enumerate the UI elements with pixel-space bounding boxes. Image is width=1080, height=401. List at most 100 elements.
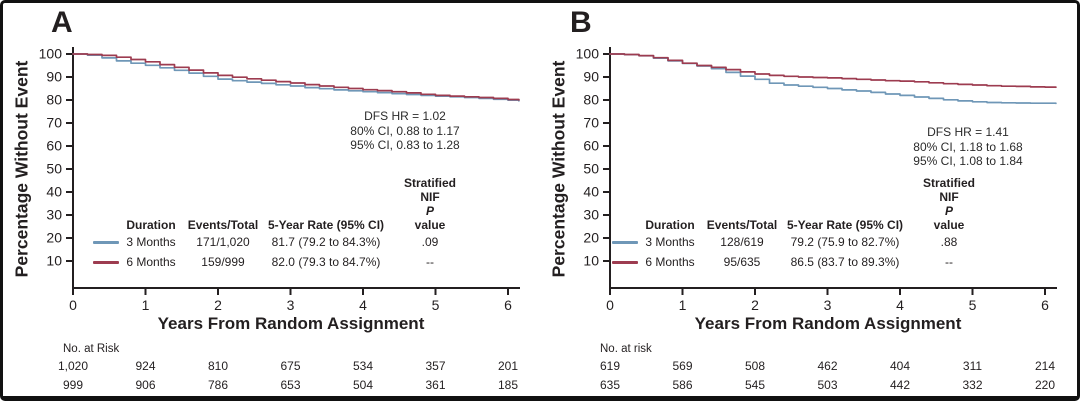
panel-letter: A — [51, 6, 74, 39]
panel-b-chart-svg: 10 20 30 40 50 60 70 80 90 100 0 1 2 3 4 5 6 — [576, 46, 1057, 313]
risk-count: 332 — [962, 377, 983, 392]
risk-count: 357 — [425, 359, 446, 373]
risk-count: 786 — [207, 377, 229, 392]
x-tick-label: 6 — [1041, 297, 1049, 313]
risk-count: 810 — [207, 359, 229, 373]
events-total-header: Events/Total — [187, 218, 259, 232]
annotation-line-1: DFS HR = 1.02 — [364, 109, 446, 123]
hr-annotation: DFS HR = 1.02 80% CI, 0.88 to 1.17 95% C… — [285, 109, 525, 153]
risk-count: 462 — [817, 359, 838, 373]
outcome-table: Duration Events/Total 5-Year Rate (95% C… — [610, 176, 992, 272]
y-tick-label: 100 — [39, 46, 63, 62]
risk-count: 508 — [744, 359, 766, 373]
y-tick-label: 70 — [583, 115, 599, 131]
events-total-cell: 159/999 — [201, 255, 245, 269]
x-tick-label: 1 — [142, 297, 150, 313]
y-tick-label: 50 — [46, 161, 62, 177]
risk-count: 619 — [599, 359, 621, 373]
y-axis-title: Percentage Without Event — [11, 60, 32, 278]
risk-count: 906 — [135, 377, 156, 392]
risk-count: 185 — [497, 377, 519, 392]
annotation-line-1: DFS HR = 1.41 — [927, 125, 1009, 139]
rate-cell: 82.0 (79.3 to 84.7%) — [271, 255, 381, 269]
duration-cell: 6 Months — [645, 255, 695, 269]
y-tick-label: 20 — [46, 230, 62, 246]
outcome-table-row: 6 Months 159/999 82.0 (79.3 to 84.7%) -- — [91, 252, 473, 272]
x-tick-label: 3 — [824, 297, 832, 313]
events-total-header: Events/Total — [706, 218, 778, 232]
risk-table-title: No. at risk — [600, 343, 652, 355]
panel-letter: B — [570, 6, 593, 39]
outcome-table: Duration Events/Total 5-Year Rate (95% C… — [91, 176, 473, 272]
rate-cell: 86.5 (83.7 to 89.3%) — [790, 255, 900, 269]
y-tick-label: 40 — [46, 184, 62, 200]
x-axis-title: Years From Random Assignment — [157, 314, 425, 333]
y-tick-label: 80 — [583, 92, 599, 108]
annotation-line-3: 95% CI, 0.83 to 1.28 — [350, 138, 460, 152]
legend-swatch-blue — [612, 241, 638, 245]
y-tick-label: 90 — [46, 69, 62, 85]
km-curve-3-months — [72, 53, 520, 102]
risk-count: 404 — [889, 359, 911, 373]
y-axis-title: Percentage Without Event — [548, 60, 569, 278]
y-tick-label: 20 — [583, 230, 599, 246]
outcome-table-header-row: Duration Events/Total 5-Year Rate (95% C… — [610, 176, 992, 232]
legend-line-3-months — [610, 235, 640, 249]
stratified-nif-p-header: Stratified NIF P value — [922, 176, 975, 232]
y-tick-label: 70 — [46, 115, 62, 131]
x-tick-label: 1 — [679, 297, 687, 313]
x-axis-title: Years From Random Assignment — [694, 314, 962, 333]
x-tick-label: 5 — [432, 297, 440, 313]
risk-count: 220 — [1034, 377, 1056, 392]
y-tick-label: 50 — [583, 161, 599, 177]
y-tick-label: 10 — [46, 253, 62, 269]
outcome-table-row: 3 Months 171/1,020 81.7 (79.2 to 84.3%) … — [91, 232, 473, 252]
risk-count: 653 — [280, 377, 301, 392]
y-tick-label: 80 — [46, 92, 62, 108]
panel-a-chart-svg: 10 20 30 40 50 60 70 80 90 100 0 1 2 3 4 5 6 — [39, 46, 520, 313]
five-year-rate-header: 5-Year Rate (95% CI) — [786, 218, 904, 232]
annotation-line-2: 80% CI, 1.18 to 1.68 — [913, 139, 1023, 154]
y-tick-label: 40 — [583, 184, 599, 200]
x-tick-label: 6 — [504, 297, 512, 313]
risk-count: 586 — [672, 377, 693, 392]
y-tick-label: 100 — [576, 46, 600, 62]
events-total-cell: 95/635 — [723, 255, 761, 269]
p-value-cell: -- — [945, 255, 953, 269]
legend-line-6-months — [91, 255, 121, 269]
risk-table-title: No. at Risk — [63, 343, 120, 355]
risk-count: 924 — [135, 359, 156, 373]
y-tick-label: 30 — [46, 207, 62, 223]
p-value-cell: .88 — [940, 235, 958, 249]
p-value-cell: -- — [426, 255, 434, 269]
panel-b: 10 20 30 40 50 60 70 80 90 100 0 1 2 3 4 5 6 B Percentag… — [540, 3, 1077, 396]
outcome-table-row: 6 Months 95/635 86.5 (83.7 to 89.3%) -- — [610, 252, 992, 272]
outcome-table-header-row: Duration Events/Total 5-Year Rate (95% C… — [91, 176, 473, 232]
duration-cell: 3 Months — [645, 235, 695, 249]
rate-cell: 81.7 (79.2 to 84.3%) — [271, 235, 381, 249]
risk-count: 311 — [962, 359, 983, 373]
p-value-cell: .09 — [421, 235, 439, 249]
risk-count: 675 — [280, 359, 301, 373]
risk-count: 361 — [425, 377, 446, 392]
x-tick-label: 2 — [751, 297, 759, 313]
risk-count: 503 — [817, 377, 838, 392]
x-tick-label: 4 — [896, 297, 904, 313]
risk-count: 635 — [599, 377, 621, 392]
risk-count: 201 — [497, 359, 519, 373]
risk-count: 504 — [352, 377, 374, 392]
y-tick-label: 30 — [583, 207, 599, 223]
five-year-rate-header: 5-Year Rate (95% CI) — [267, 218, 385, 232]
x-tick-label: 3 — [287, 297, 295, 313]
events-total-cell: 171/1,020 — [196, 235, 250, 249]
x-tick-label: 5 — [969, 297, 977, 313]
y-tick-label: 10 — [583, 253, 599, 269]
panel-a: 10 20 30 40 50 60 70 80 90 100 0 1 2 3 4 5 6 A Percentag… — [3, 3, 543, 396]
km-curve-6-months — [609, 53, 1057, 89]
legend-line-6-months — [610, 255, 640, 269]
stratified-nif-p-header: Stratified NIF P value — [403, 176, 456, 232]
risk-count: 442 — [889, 377, 911, 392]
duration-cell: 3 Months — [126, 235, 176, 249]
duration-header: Duration — [645, 218, 695, 232]
